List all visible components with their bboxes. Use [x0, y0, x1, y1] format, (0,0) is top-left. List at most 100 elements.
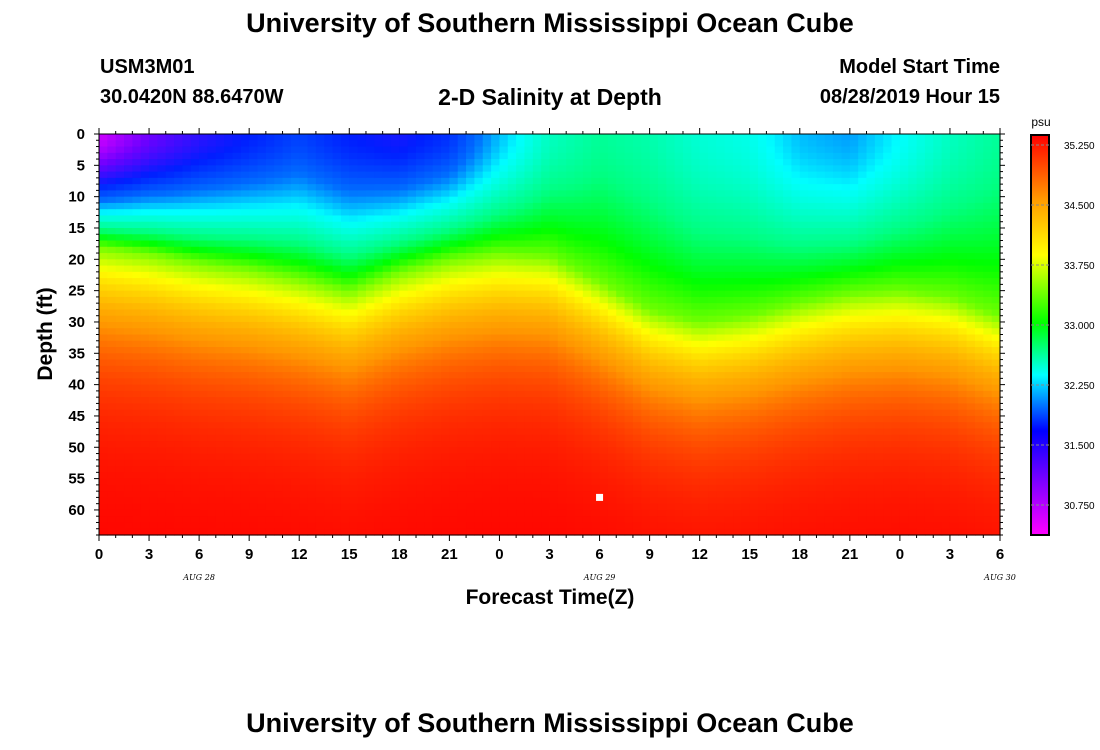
heatmap-cell	[157, 466, 167, 473]
heatmap-cell	[566, 246, 576, 254]
heatmap-cell	[716, 246, 726, 254]
heatmap-cell	[357, 447, 367, 455]
heatmap-cell	[507, 359, 517, 367]
heatmap-cell	[741, 384, 751, 392]
heatmap-cell	[649, 503, 659, 511]
heatmap-cell	[399, 227, 409, 235]
heatmap-cell	[232, 265, 242, 273]
heatmap-cell	[491, 278, 501, 285]
heatmap-cell	[733, 528, 742, 536]
heatmap-cell	[182, 484, 192, 492]
heatmap-cell	[224, 503, 234, 511]
heatmap-cell	[708, 215, 717, 223]
heatmap-cell	[290, 466, 300, 473]
heatmap-cell	[708, 365, 717, 373]
heatmap-cell	[207, 478, 217, 486]
heatmap-cell	[382, 215, 392, 223]
heatmap-cell	[357, 253, 367, 260]
heatmap-cell	[299, 284, 309, 292]
heatmap-cell	[265, 253, 275, 260]
heatmap-cell	[733, 459, 742, 467]
heatmap-cell	[182, 209, 192, 217]
heatmap-cell	[599, 202, 609, 210]
heatmap-cell	[491, 140, 501, 148]
heatmap-cell	[574, 290, 584, 298]
heatmap-cell	[441, 290, 450, 298]
heatmap-cell	[432, 422, 442, 430]
heatmap-cell	[182, 397, 192, 405]
heatmap-cell	[624, 196, 634, 204]
heatmap-cell	[232, 196, 242, 204]
heatmap-cell	[232, 359, 242, 367]
heatmap-cell	[424, 321, 434, 329]
heatmap-cell	[582, 290, 592, 298]
heatmap-cell	[190, 159, 200, 166]
heatmap-cell	[182, 290, 192, 298]
heatmap-cell	[132, 202, 142, 210]
heatmap-cell	[149, 140, 158, 148]
heatmap-cell	[399, 484, 409, 492]
heatmap-cell	[666, 478, 676, 486]
heatmap-cell	[699, 384, 709, 392]
heatmap-cell	[574, 353, 584, 361]
heatmap-cell	[132, 271, 142, 279]
heatmap-cell	[132, 253, 142, 260]
heatmap-cell	[282, 484, 292, 492]
heatmap-cell	[407, 146, 417, 154]
heatmap-cell	[641, 240, 651, 248]
heatmap-cell	[682, 359, 692, 367]
heatmap-cell	[741, 134, 751, 141]
heatmap-cell	[499, 353, 509, 361]
heatmap-cell	[132, 278, 142, 285]
heatmap-cell	[416, 390, 425, 398]
heatmap-cell	[224, 415, 234, 423]
heatmap-cell	[432, 221, 442, 229]
heatmap-cell	[632, 478, 642, 486]
heatmap-cell	[407, 484, 417, 492]
heatmap-cell	[733, 378, 742, 386]
heatmap-cell	[365, 278, 375, 285]
heatmap-cell	[282, 177, 292, 185]
heatmap-cell	[649, 215, 659, 223]
heatmap-cell	[132, 146, 142, 154]
heatmap-cell	[416, 315, 425, 323]
heatmap-cell	[390, 265, 400, 273]
heatmap-cell	[482, 196, 492, 204]
heatmap-cell	[733, 221, 742, 229]
heatmap-cell	[416, 134, 425, 141]
heatmap-cell	[599, 516, 609, 524]
heatmap-cell	[157, 303, 167, 311]
heatmap-cell	[441, 227, 450, 235]
heatmap-cell	[499, 234, 509, 242]
heatmap-cell	[699, 378, 709, 386]
heatmap-cell	[541, 365, 551, 373]
heatmap-cell	[365, 265, 375, 273]
heatmap-cell	[215, 184, 225, 191]
heatmap-cell	[182, 284, 192, 292]
heatmap-cell	[224, 171, 234, 179]
heatmap-cell	[174, 259, 184, 267]
heatmap-cell	[724, 378, 734, 386]
heatmap-cell	[724, 441, 734, 448]
heatmap-cell	[632, 196, 642, 204]
heatmap-cell	[532, 259, 542, 267]
heatmap-cell	[365, 484, 375, 492]
heatmap-cell	[224, 384, 234, 392]
heatmap-cell	[282, 353, 292, 361]
heatmap-cell	[741, 478, 751, 486]
heatmap-cell	[199, 253, 209, 260]
heatmap-cell	[232, 347, 242, 354]
heatmap-cell	[149, 284, 158, 292]
heatmap-cell	[616, 309, 626, 317]
heatmap-cell	[682, 516, 692, 524]
heatmap-cell	[315, 196, 325, 204]
heatmap-cell	[491, 196, 501, 204]
heatmap-cell	[682, 278, 692, 285]
heatmap-cell	[541, 459, 551, 467]
heatmap-cell	[374, 290, 384, 298]
heatmap-cell	[616, 422, 626, 430]
heatmap-cell	[674, 390, 684, 398]
heatmap-cell	[424, 359, 434, 367]
heatmap-cell	[232, 503, 242, 511]
heatmap-cell	[607, 253, 617, 260]
